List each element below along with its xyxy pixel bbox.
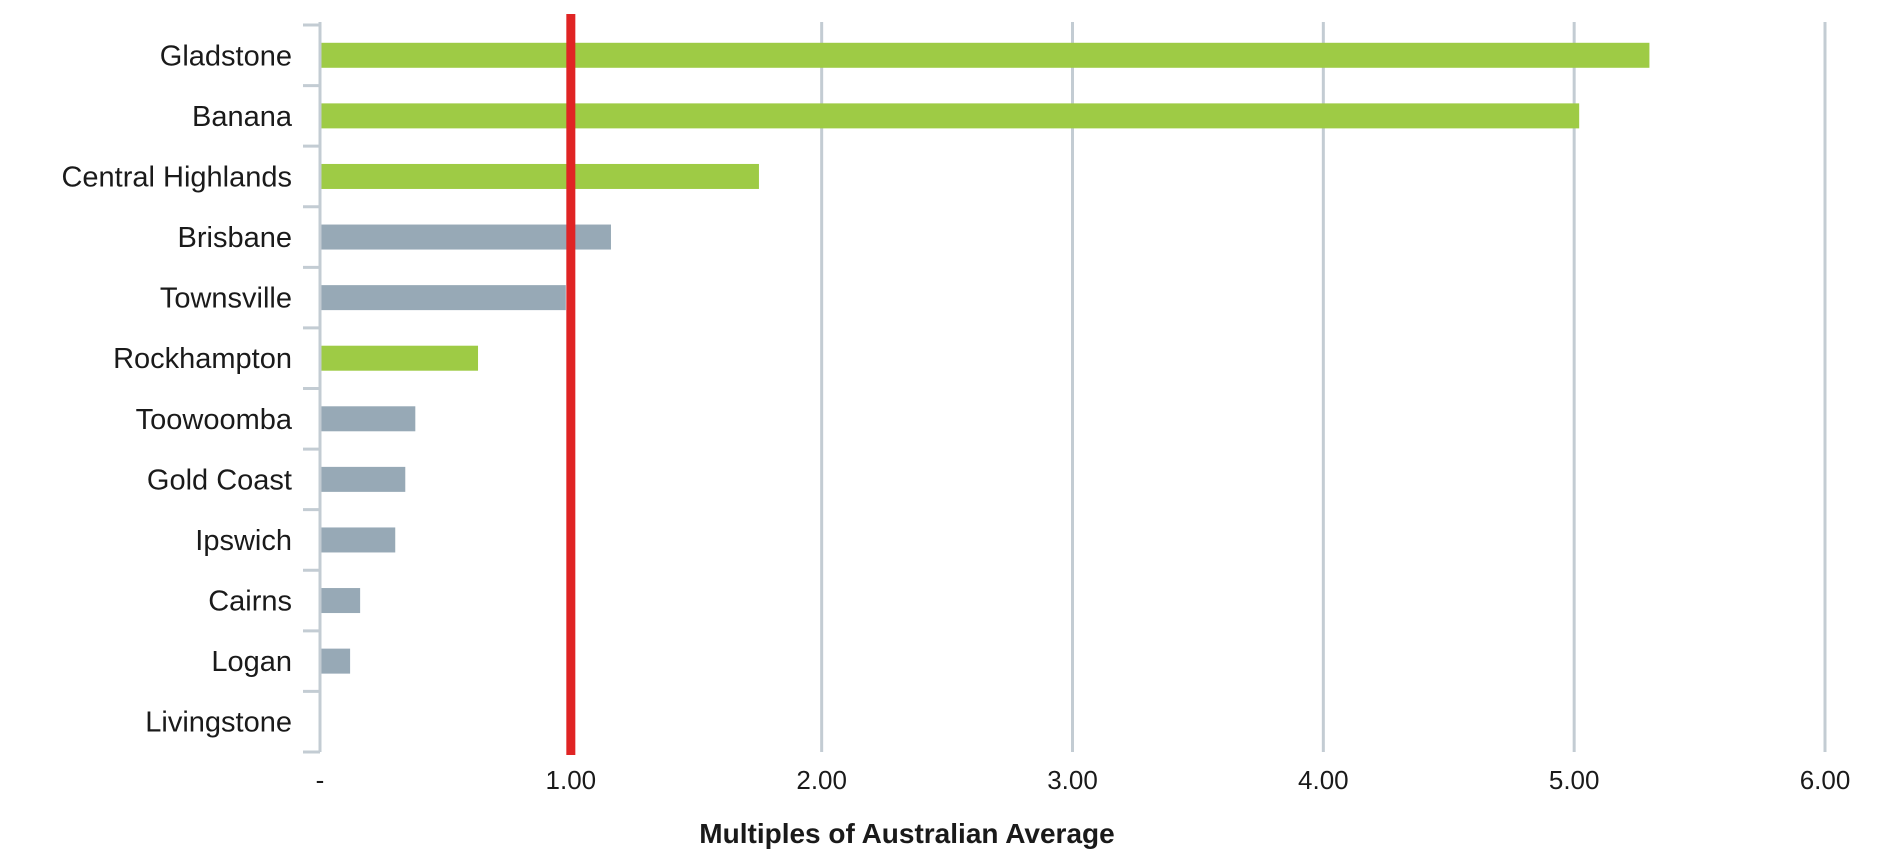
- bar-gold-coast: [320, 466, 406, 492]
- bar-logan: [320, 648, 351, 674]
- category-labels: Gladstone Banana Central Highlands Brisbane…: [61, 40, 292, 738]
- bar-gladstone: [320, 42, 1650, 68]
- x-tick-labels: - 1.00 2.00 3.00 4.00 5.00 6.00: [316, 765, 1851, 795]
- x-tick-label: 6.00: [1800, 765, 1851, 795]
- category-label: Rockhampton: [113, 343, 292, 375]
- bar-toowoomba: [320, 406, 416, 432]
- x-tick-label: 5.00: [1549, 765, 1600, 795]
- category-label: Logan: [211, 646, 292, 678]
- x-tick-label: 1.00: [546, 765, 597, 795]
- category-label: Gladstone: [160, 40, 292, 72]
- bar-banana: [320, 103, 1580, 129]
- category-label: Townsville: [160, 283, 292, 315]
- y-axis: [303, 22, 322, 754]
- bar-ipswich: [320, 527, 396, 553]
- bar-townsville: [320, 285, 566, 311]
- bars: [320, 42, 1650, 674]
- x-tick-label: -: [316, 765, 325, 795]
- bar-rockhampton: [320, 345, 479, 371]
- category-label: Cairns: [208, 586, 292, 618]
- category-label: Livingstone: [145, 707, 292, 739]
- category-label: Gold Coast: [147, 464, 292, 496]
- x-axis-title: Multiples of Australian Average: [699, 818, 1114, 849]
- gridlines: [569, 22, 1827, 752]
- x-tick-label: 4.00: [1298, 765, 1349, 795]
- x-tick-label: 3.00: [1047, 765, 1098, 795]
- bar-central-highlands: [320, 163, 759, 189]
- x-tick-label: 2.00: [796, 765, 847, 795]
- category-label: Central Highlands: [61, 161, 292, 193]
- category-label: Toowoomba: [136, 404, 293, 436]
- bar-cairns: [320, 588, 361, 614]
- bar-brisbane: [320, 224, 611, 250]
- category-label: Banana: [192, 101, 293, 133]
- category-label: Brisbane: [178, 222, 292, 254]
- category-label: Ipswich: [195, 525, 292, 557]
